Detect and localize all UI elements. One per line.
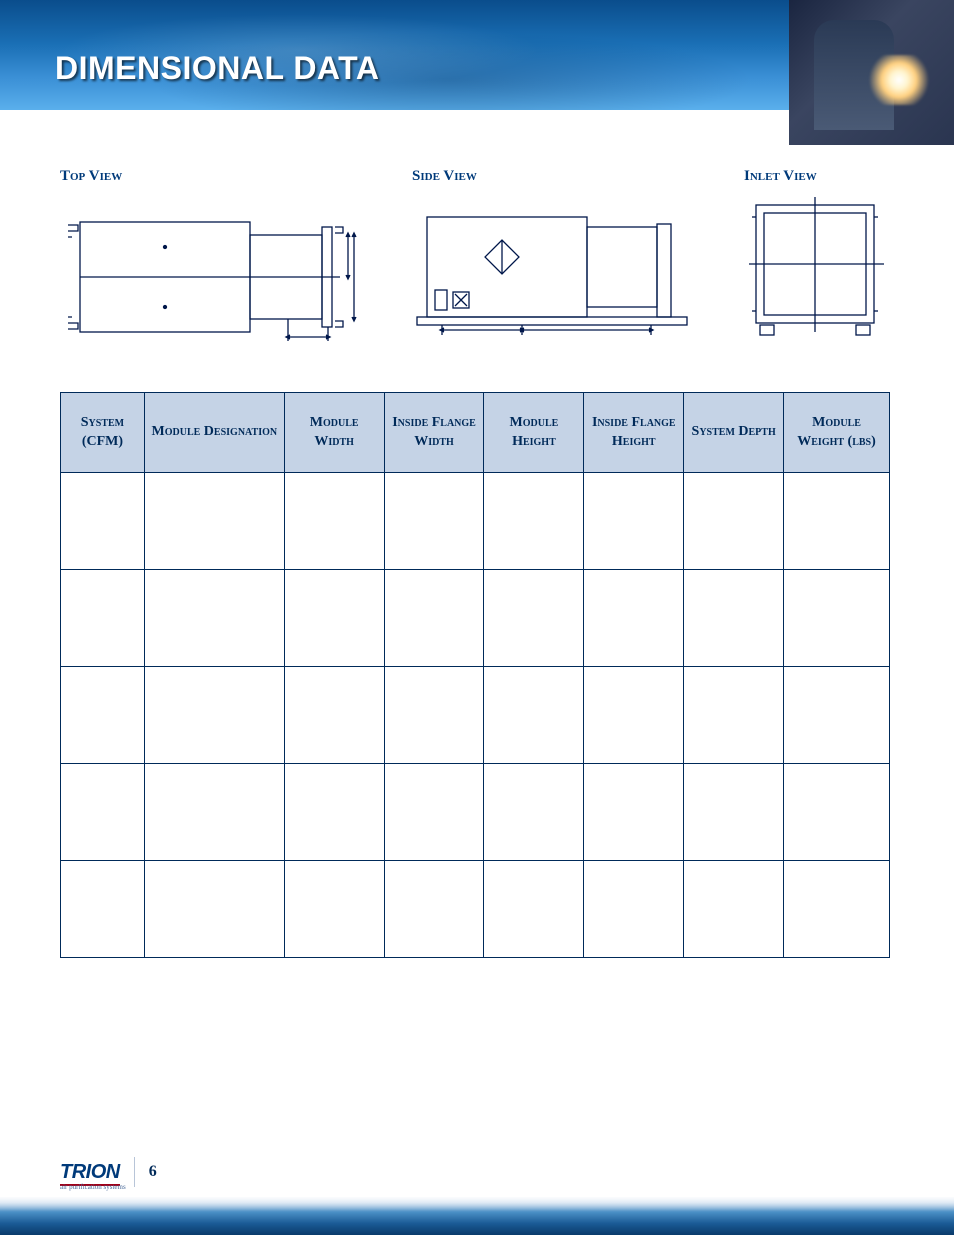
col-inside-flange-width: Inside Flange Width — [384, 393, 484, 473]
footer: TRION air purification systems 6 — [0, 1150, 954, 1235]
welder-spark-glow — [864, 55, 934, 105]
table-row — [61, 667, 890, 764]
col-system-depth: System Depth — [684, 393, 784, 473]
table-row — [61, 861, 890, 958]
col-module-designation: Module Designation — [144, 393, 284, 473]
page-number: 6 — [149, 1163, 157, 1181]
footer-band — [0, 1197, 954, 1235]
col-system-cfm: System (CFM) — [61, 393, 145, 473]
top-view-diagram — [60, 207, 360, 347]
col-inside-flange-height: Inside Flange Height — [584, 393, 684, 473]
table-header-row: System (CFM) Module Designation Module W… — [61, 393, 890, 473]
col-module-width: Module Width — [284, 393, 384, 473]
inlet-view-diagram — [744, 197, 894, 347]
side-view-label: Side View — [412, 168, 692, 185]
content-area: Top View Side View Inlet View — [0, 110, 954, 958]
side-view-diagram — [407, 202, 697, 347]
banner-photo — [789, 0, 954, 145]
col-module-weight: Module Weight (lbs) — [784, 393, 890, 473]
brand-logo: TRION — [60, 1161, 120, 1184]
diagrams-row — [60, 197, 894, 347]
page-title: DIMENSIONAL DATA — [55, 50, 379, 87]
col-module-height: Module Height — [484, 393, 584, 473]
footer-divider — [134, 1157, 135, 1187]
footer-logo-wrap: TRION air purification systems 6 — [60, 1157, 157, 1187]
header-banner: DIMENSIONAL DATA — [0, 0, 954, 110]
top-view-label: Top View — [60, 168, 360, 185]
view-labels-row: Top View Side View Inlet View — [60, 168, 894, 185]
inlet-view-label: Inlet View — [744, 168, 894, 185]
table-row — [61, 570, 890, 667]
table-row — [61, 473, 890, 570]
brand-tagline: air purification systems — [60, 1183, 126, 1191]
dimensional-data-table: System (CFM) Module Designation Module W… — [60, 392, 890, 958]
table-body — [61, 473, 890, 958]
table-row — [61, 764, 890, 861]
